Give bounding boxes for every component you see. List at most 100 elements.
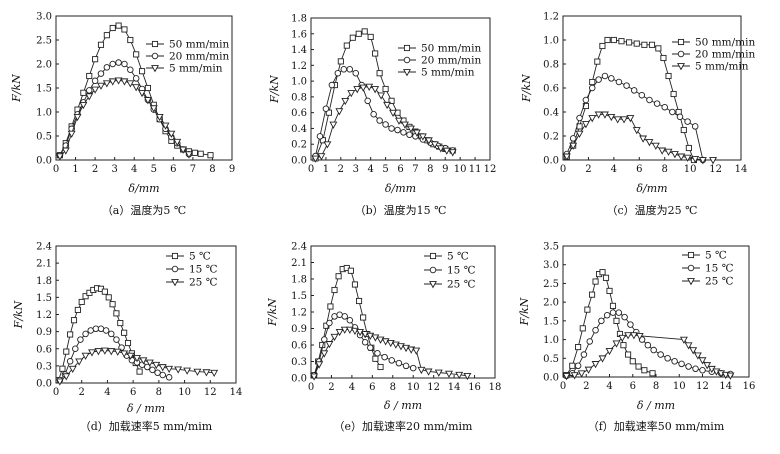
data-point-square: [121, 329, 128, 336]
y-tick-label: 1.0: [543, 335, 559, 346]
legend-marker-circle: [677, 50, 685, 58]
data-point-triangle: [329, 121, 338, 129]
data-point-square: [59, 365, 66, 372]
y-tick-label: 1.8: [291, 275, 307, 286]
data-point-triangle: [689, 347, 698, 355]
data-point-triangle: [340, 326, 349, 334]
data-point-triangle: [412, 129, 421, 137]
data-point-triangle: [581, 121, 590, 129]
y-tick-label: 0.9: [36, 327, 52, 338]
x-tick-label: 10: [454, 164, 467, 175]
data-point-square: [349, 34, 356, 41]
data-point-square: [191, 149, 198, 156]
data-point-triangle: [629, 332, 638, 340]
y-tick-label: 0.0: [543, 373, 559, 384]
legend-marker-triangle: [151, 65, 159, 73]
data-point-circle: [394, 126, 401, 134]
legend-label: 50 mm/min: [169, 39, 229, 51]
legend-marker-circle: [171, 265, 179, 273]
legend-label: 20 mm/min: [169, 51, 229, 63]
data-point-square: [70, 317, 78, 324]
legend-entry: 20 mm/min: [398, 55, 481, 67]
data-point-circle: [321, 336, 328, 343]
data-point-circle: [364, 97, 371, 105]
data-point-triangle: [183, 367, 192, 375]
data-point-triangle: [598, 355, 607, 363]
y-tick-label: 1.8: [36, 276, 52, 287]
data-point-circle: [127, 66, 134, 74]
data-point-triangle: [658, 147, 667, 155]
x-tick-label: 2: [583, 381, 589, 392]
y-tick-label: 0.6: [291, 341, 307, 352]
legend-entry: 50 mm/min: [672, 37, 755, 49]
y-tick-label: 0.6: [543, 84, 559, 95]
data-point-circle: [400, 129, 407, 136]
x-tick-label: 3: [111, 164, 117, 175]
data-point-square: [685, 144, 692, 152]
data-point-square: [613, 317, 620, 324]
data-point-triangle: [626, 115, 635, 123]
data-point-triangle: [310, 373, 319, 381]
data-point-square: [641, 41, 648, 48]
data-point-square: [626, 39, 633, 46]
y-tick-label: 3.0: [543, 260, 559, 271]
y-tick-label: 0.2: [543, 132, 559, 143]
chart-caption: （f）加载速率50 mm/mim: [588, 419, 725, 433]
x-tick-label: 6: [369, 382, 375, 393]
x-tick-label: 8: [209, 164, 215, 175]
y-tick-label: 0.0: [543, 156, 559, 167]
x-tick-label: 0: [560, 381, 566, 392]
data-point-triangle: [132, 84, 141, 92]
x-tick-label: 5: [382, 164, 388, 175]
data-point-circle: [340, 66, 348, 73]
data-point-circle: [316, 133, 324, 140]
x-tick-label: 14: [735, 164, 748, 175]
data-point-circle: [361, 339, 369, 346]
data-point-triangle: [401, 121, 409, 129]
data-point-square: [355, 30, 362, 37]
series-triangle: [311, 83, 457, 163]
data-point-triangle: [347, 90, 356, 98]
x-tick-label: 0: [308, 164, 314, 175]
data-point-triangle: [698, 157, 707, 165]
x-tick-label: 7: [412, 164, 418, 175]
data-point-square: [361, 28, 368, 35]
data-point-triangle: [107, 348, 116, 356]
data-point-square: [655, 45, 662, 52]
data-point-circle: [644, 341, 652, 349]
chart-caption: （a）温度为5 ℃: [102, 203, 186, 217]
data-point-triangle: [120, 78, 129, 86]
y-tick-label: 1.2: [36, 310, 52, 321]
series-circle: [563, 72, 707, 164]
data-point-circle: [326, 319, 333, 327]
legend-entry: 5 mm/min: [146, 63, 223, 75]
data-point-square: [606, 287, 613, 294]
data-point-square: [97, 41, 105, 48]
data-point-circle: [154, 369, 161, 376]
x-tick-label: 10: [684, 164, 697, 175]
data-point-triangle: [635, 332, 644, 341]
y-tick-label: 3.0: [36, 12, 52, 23]
data-point-square: [63, 348, 70, 355]
data-point-square: [115, 22, 122, 29]
legend-marker-square: [429, 252, 437, 260]
data-point-circle: [595, 76, 602, 83]
x-tick-label: 16: [468, 382, 481, 393]
data-point-square: [579, 325, 586, 332]
series-line: [59, 79, 190, 157]
data-point-triangle: [442, 147, 451, 155]
x-tick-label: 6: [170, 164, 176, 175]
data-point-square: [347, 267, 354, 274]
y-axis-label: F/kN: [520, 74, 533, 103]
data-point-circle: [388, 357, 396, 364]
x-tick-label: 2: [338, 164, 344, 175]
series-triangle: [310, 326, 472, 381]
data-point-square: [602, 274, 610, 281]
data-point-square: [620, 342, 627, 349]
data-point-square: [641, 367, 648, 374]
y-tick-label: 1.2: [543, 12, 559, 23]
data-point-circle: [395, 359, 403, 367]
data-point-circle: [144, 363, 151, 371]
data-point-triangle: [591, 361, 600, 369]
